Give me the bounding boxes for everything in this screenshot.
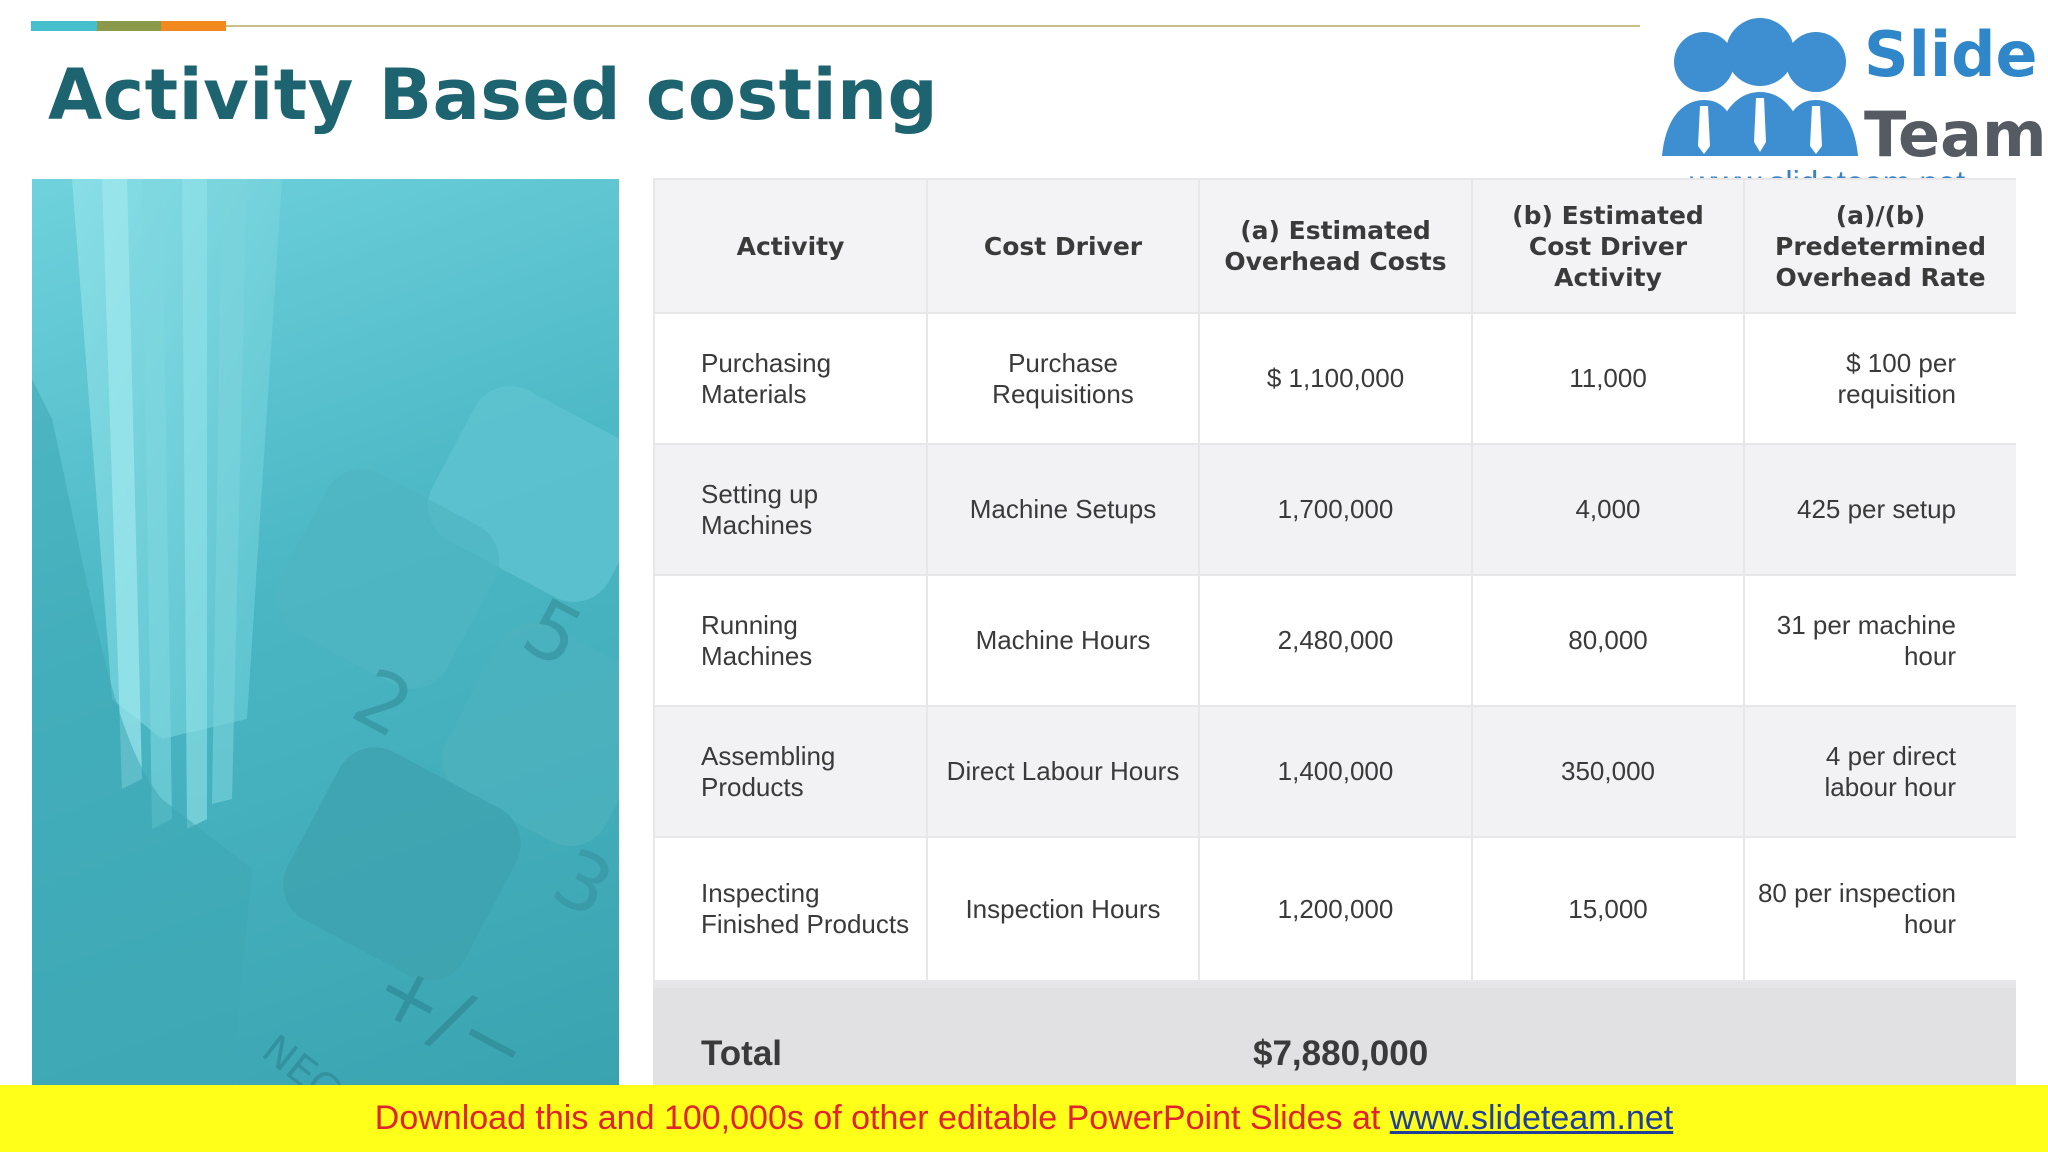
- costing-table: Activity Cost Driver (a) Estimated Overh…: [653, 178, 2016, 1085]
- slideteam-logo[interactable]: Slide Team www.slideteam.net: [1640, 14, 2047, 201]
- table-row: Running Machines Machine Hours 2,480,000…: [653, 574, 2016, 707]
- calculator-keypad-icon: 5 2 3 +/− NEG(−): [32, 179, 619, 1085]
- cell-driver-activity: 80,000: [1471, 574, 1745, 707]
- cell-overhead-cost: 1,200,000: [1198, 836, 1473, 982]
- cell-overhead-cost: 1,700,000: [1198, 443, 1473, 576]
- logo-word-team: Team: [1864, 98, 2047, 171]
- cell-cost-driver: Purchase Requisitions: [926, 312, 1200, 445]
- table-row: Setting up Machines Machine Setups 1,700…: [653, 443, 2016, 576]
- logo-word-slide: Slide: [1864, 18, 2038, 91]
- cell-activity: Running Machines: [653, 574, 928, 707]
- accent-segment-olive: [97, 21, 161, 31]
- header-estimated-driver-activity: (b) Estimated Cost Driver Activity: [1471, 178, 1745, 314]
- people-group-icon: [1662, 18, 1858, 156]
- total-label: Total: [701, 1034, 783, 1073]
- slide-title: Activity Based costing: [48, 54, 939, 136]
- cell-cost-driver: Direct Labour Hours: [926, 705, 1200, 838]
- cell-driver-activity: 4,000: [1471, 443, 1745, 576]
- svg-text:NEG(−): NEG(−): [254, 1026, 401, 1085]
- cell-overhead-cost: 2,480,000: [1198, 574, 1473, 707]
- header-activity: Activity: [653, 178, 928, 314]
- cell-driver-activity: 350,000: [1471, 705, 1745, 838]
- accent-line: [226, 25, 1641, 27]
- cell-activity: Purchasing Materials: [653, 312, 928, 445]
- table-row: Purchasing Materials Purchase Requisitio…: [653, 312, 2016, 445]
- cell-activity: Inspecting Finished Products: [653, 836, 928, 982]
- header-cost-driver: Cost Driver: [926, 178, 1200, 314]
- header-estimated-overhead-costs: (a) Estimated Overhead Costs: [1198, 178, 1473, 314]
- total-row: Total $7,880,000: [653, 988, 2016, 1085]
- svg-text:3: 3: [539, 830, 619, 936]
- accent-segment-teal: [31, 21, 97, 31]
- banner-text: Download this and 100,000s of other edit…: [374, 1099, 1390, 1137]
- header-overhead-rate: (a)/(b) Predetermined Overhead Rate: [1743, 178, 2016, 314]
- download-banner: Download this and 100,000s of other edit…: [0, 1085, 2048, 1152]
- table-row: Inspecting Finished Products Inspection …: [653, 836, 2016, 982]
- accent-bar: [31, 21, 226, 31]
- cell-activity: Assembling Products: [653, 705, 928, 838]
- cell-activity: Setting up Machines: [653, 443, 928, 576]
- svg-text:2: 2: [339, 650, 428, 756]
- banner-link[interactable]: www.slideteam.net: [1389, 1099, 1674, 1137]
- cell-overhead-rate: 4 per direct labour hour: [1743, 705, 2016, 838]
- cell-overhead-rate: 80 per inspection hour: [1743, 836, 2016, 982]
- cell-overhead-rate: $ 100 per requisition: [1743, 312, 2016, 445]
- cell-overhead-rate: 425 per setup: [1743, 443, 2016, 576]
- cell-driver-activity: 11,000: [1471, 312, 1745, 445]
- table-header-row: Activity Cost Driver (a) Estimated Overh…: [653, 178, 2016, 314]
- cell-driver-activity: 15,000: [1471, 836, 1745, 982]
- cell-overhead-cost: 1,400,000: [1198, 705, 1473, 838]
- calculator-photo: 5 2 3 +/− NEG(−): [32, 179, 619, 1085]
- total-value: $7,880,000: [1253, 1034, 1429, 1073]
- cell-cost-driver: Machine Setups: [926, 443, 1200, 576]
- cell-overhead-cost: $ 1,100,000: [1198, 312, 1473, 445]
- table-row: Assembling Products Direct Labour Hours …: [653, 705, 2016, 838]
- accent-segment-orange: [161, 21, 226, 31]
- cell-overhead-rate: 31 per machine hour: [1743, 574, 2016, 707]
- cell-cost-driver: Inspection Hours: [926, 836, 1200, 982]
- cell-cost-driver: Machine Hours: [926, 574, 1200, 707]
